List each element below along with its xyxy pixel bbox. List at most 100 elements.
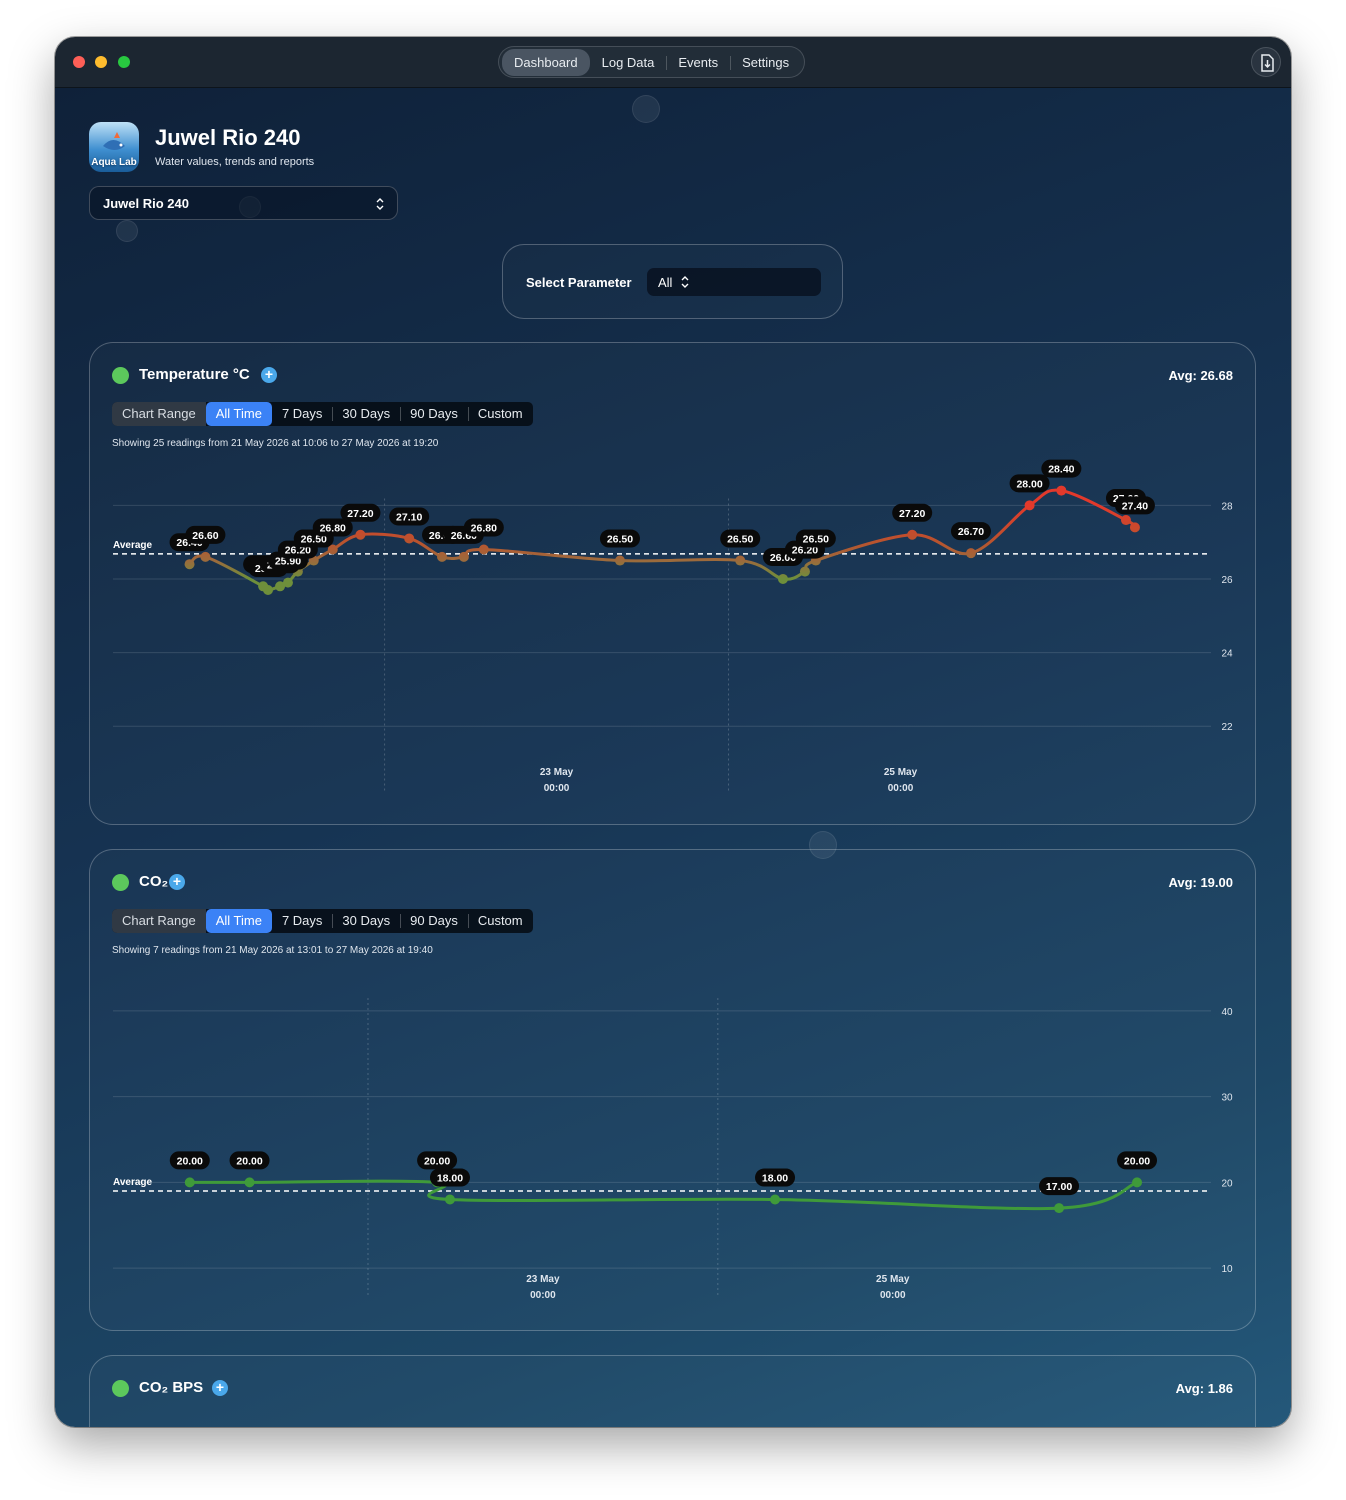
data-point — [1120, 515, 1131, 526]
y-tick-label: 40 — [1221, 1007, 1233, 1018]
range-option[interactable]: 90 Days — [400, 909, 468, 933]
range-option[interactable]: 90 Days — [400, 402, 468, 426]
range-option[interactable]: Custom — [467, 909, 533, 933]
value-label: 20.00 — [236, 1155, 262, 1167]
tab[interactable]: Dashboard — [502, 48, 590, 76]
value-label-bg — [599, 529, 640, 548]
tab-bar: Dashboard Log Data Events Settings — [498, 46, 806, 78]
value-label: 26.20 — [792, 545, 818, 557]
page-title: Juwel Rio 240 — [155, 125, 301, 150]
value-label: 26.50 — [301, 534, 327, 546]
value-label: 20.00 — [1124, 1155, 1150, 1167]
export-icon — [1261, 54, 1274, 72]
y-tick-label: 24 — [1221, 649, 1233, 660]
status-dot — [112, 367, 129, 384]
value-label: 28.00 — [1016, 478, 1042, 490]
add-button[interactable]: + — [261, 367, 277, 383]
chevron — [681, 276, 689, 288]
value-label-bg — [429, 1168, 470, 1187]
data-line — [188, 1179, 1139, 1211]
bubble — [632, 95, 660, 123]
y-tick-label: 30 — [1221, 1093, 1233, 1104]
range-option[interactable]: 7 Days — [281, 913, 323, 928]
data-point — [437, 551, 448, 562]
value-label: 26.80 — [320, 522, 346, 534]
data-point — [1132, 1177, 1143, 1188]
value-label-bg — [1114, 496, 1155, 515]
value-label: 26.80 — [471, 522, 497, 534]
range-option[interactable]: All Time — [205, 909, 272, 933]
value-label: 20.00 — [424, 1155, 450, 1167]
add-button[interactable]: + — [169, 874, 185, 890]
data-point — [965, 548, 976, 559]
x-tick-label: 23 May — [540, 767, 574, 778]
data-point — [458, 551, 469, 562]
value-label-bg — [389, 507, 430, 526]
tab[interactable]: Log Data — [601, 54, 655, 70]
bubble — [116, 220, 138, 242]
data-point — [244, 1177, 255, 1188]
zoom-button[interactable] — [118, 56, 130, 68]
chart-caption: Showing 7 readings from 21 May 2026 at 1… — [112, 945, 433, 956]
close-button[interactable] — [73, 56, 85, 68]
data-point — [263, 584, 274, 595]
average-label: Average — [113, 1177, 153, 1188]
add-button[interactable]: + — [212, 1380, 228, 1396]
parameter-select[interactable]: All — [647, 268, 821, 296]
value-label-bg — [1009, 474, 1050, 493]
range-control: Chart Range All Time 7 Days 30 Days 90 Days C… — [112, 909, 533, 933]
range-option[interactable]: 30 Days — [332, 909, 400, 933]
bubble — [809, 831, 837, 859]
logo-fish — [103, 132, 125, 150]
value-label: 26.50 — [607, 534, 633, 546]
chart-caption: Showing 25 readings from 21 May 2026 at … — [112, 438, 439, 449]
app-window: Dashboard Log Data Events Settings Aqua Lab… — [55, 37, 1291, 1427]
data-point — [327, 544, 338, 555]
range-option[interactable]: 7 Days — [281, 406, 323, 421]
range-option[interactable]: Custom — [467, 402, 533, 426]
data-point — [1024, 500, 1035, 511]
value-label: 27.20 — [899, 508, 925, 520]
minimize-button[interactable] — [95, 56, 107, 68]
value-label: 26.50 — [727, 534, 753, 546]
data-point — [404, 533, 415, 544]
y-tick-label: 10 — [1221, 1264, 1233, 1275]
status-dot — [112, 874, 129, 891]
value-label-bg — [417, 1151, 458, 1170]
page-subtitle: Water values, trends and reports — [155, 156, 315, 168]
data-point — [444, 1194, 455, 1205]
value-label-bg — [795, 529, 836, 548]
title-bar: Dashboard Log Data Events Settings — [55, 37, 1291, 88]
data-point — [184, 559, 195, 570]
average-label: Average — [113, 540, 153, 551]
x-tick-label: 00:00 — [544, 783, 570, 794]
value-label: 27.40 — [1122, 500, 1148, 512]
parameter-box: Select Parameter All — [502, 244, 843, 319]
value-label-bg — [312, 518, 353, 537]
tank-select[interactable]: Juwel Rio 240 — [89, 186, 398, 220]
x-tick-label: 25 May — [876, 1274, 910, 1285]
range-option[interactable]: All Time — [205, 402, 272, 426]
y-tick-label: 26 — [1221, 575, 1233, 586]
data-point — [907, 529, 918, 540]
line-chart: 10 20 30 40 23 May 00:00 25 May 00:00 Average 20.… — [113, 998, 1233, 1301]
value-label-bg — [755, 1168, 796, 1187]
tab[interactable]: Events — [666, 49, 730, 76]
panel-average: Avg: 1.86 — [1175, 1381, 1233, 1396]
value-label: 17.00 — [1046, 1181, 1072, 1193]
data-point — [355, 529, 366, 540]
data-point — [799, 566, 810, 577]
range-option[interactable]: 30 Days — [332, 402, 400, 426]
data-point — [1054, 1203, 1065, 1214]
tab[interactable]: Settings — [730, 49, 801, 76]
value-label: 28.40 — [1048, 464, 1074, 476]
parameter-label: Select Parameter — [526, 275, 632, 290]
chart-panel: CO₂ + Avg: 19.00 Chart Range All Time 7 Days 3… — [89, 849, 1256, 1331]
value-label: 26.50 — [803, 534, 829, 546]
export-button[interactable] — [1251, 47, 1281, 77]
data-point — [478, 544, 489, 555]
y-tick-label: 22 — [1221, 722, 1233, 733]
data-point — [184, 1177, 195, 1188]
